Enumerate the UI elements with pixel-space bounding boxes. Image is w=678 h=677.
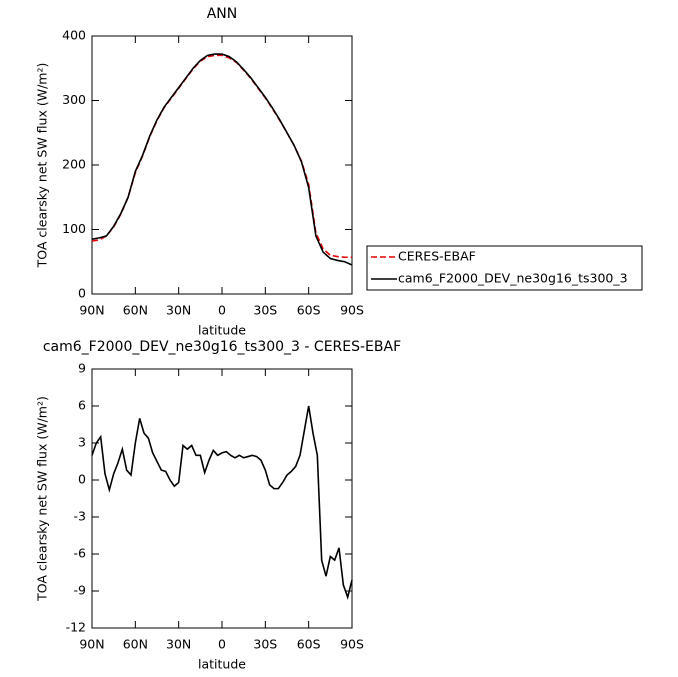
data-line xyxy=(91,53,353,266)
x-tick-label: 90S xyxy=(340,303,364,318)
data-line xyxy=(91,405,353,600)
y-tick-label: 200 xyxy=(62,157,86,172)
y-tick-label: -9 xyxy=(74,583,87,598)
x-tick-label: 60S xyxy=(297,637,321,652)
x-tick-label: 90S xyxy=(340,637,364,652)
plot-frame xyxy=(91,368,353,629)
legend-box xyxy=(366,245,643,291)
x-tick-label: 60S xyxy=(297,303,321,318)
y-tick-label: 6 xyxy=(78,398,86,413)
y-tick-label: 0 xyxy=(78,472,86,487)
y-tick-label: -12 xyxy=(66,620,86,635)
x-tick-label: 90N xyxy=(79,637,104,652)
x-tick-label: 90N xyxy=(79,303,104,318)
x-tick-label: 30N xyxy=(166,303,191,318)
y-tick-label: -3 xyxy=(74,509,86,524)
x-tick-label: 30S xyxy=(253,637,277,652)
plot-frame xyxy=(91,35,353,295)
y-tick-label: 100 xyxy=(62,221,86,236)
chart-title: ANN xyxy=(207,6,238,22)
y-tick-label: 3 xyxy=(78,435,86,450)
y-tick-label: 400 xyxy=(62,28,86,43)
x-axis-label: latitude xyxy=(198,323,246,338)
x-axis-label: latitude xyxy=(198,657,246,672)
x-tick-label: 0 xyxy=(218,637,226,652)
y-tick-label: 0 xyxy=(78,286,86,301)
y-axis-label: TOA clearsky net SW flux (W/m²) xyxy=(35,63,50,269)
x-tick-label: 60N xyxy=(123,303,148,318)
x-tick-label: 30N xyxy=(166,637,191,652)
x-tick-label: 0 xyxy=(218,303,226,318)
x-tick-label: 60N xyxy=(123,637,148,652)
y-tick-label: -6 xyxy=(74,546,87,561)
y-axis-label: TOA clearsky net SW flux (W/m²) xyxy=(35,396,50,602)
y-tick-label: 300 xyxy=(62,92,86,107)
x-tick-label: 30S xyxy=(253,303,277,318)
legend-label: CERES-EBAF xyxy=(398,249,476,264)
legend-label: cam6_F2000_DEV_ne30g16_ts300_3 xyxy=(398,271,628,286)
chart-title: cam6_F2000_DEV_ne30g16_ts300_3 - CERES-E… xyxy=(43,339,401,355)
y-tick-label: 9 xyxy=(78,361,86,376)
data-line xyxy=(91,54,352,259)
